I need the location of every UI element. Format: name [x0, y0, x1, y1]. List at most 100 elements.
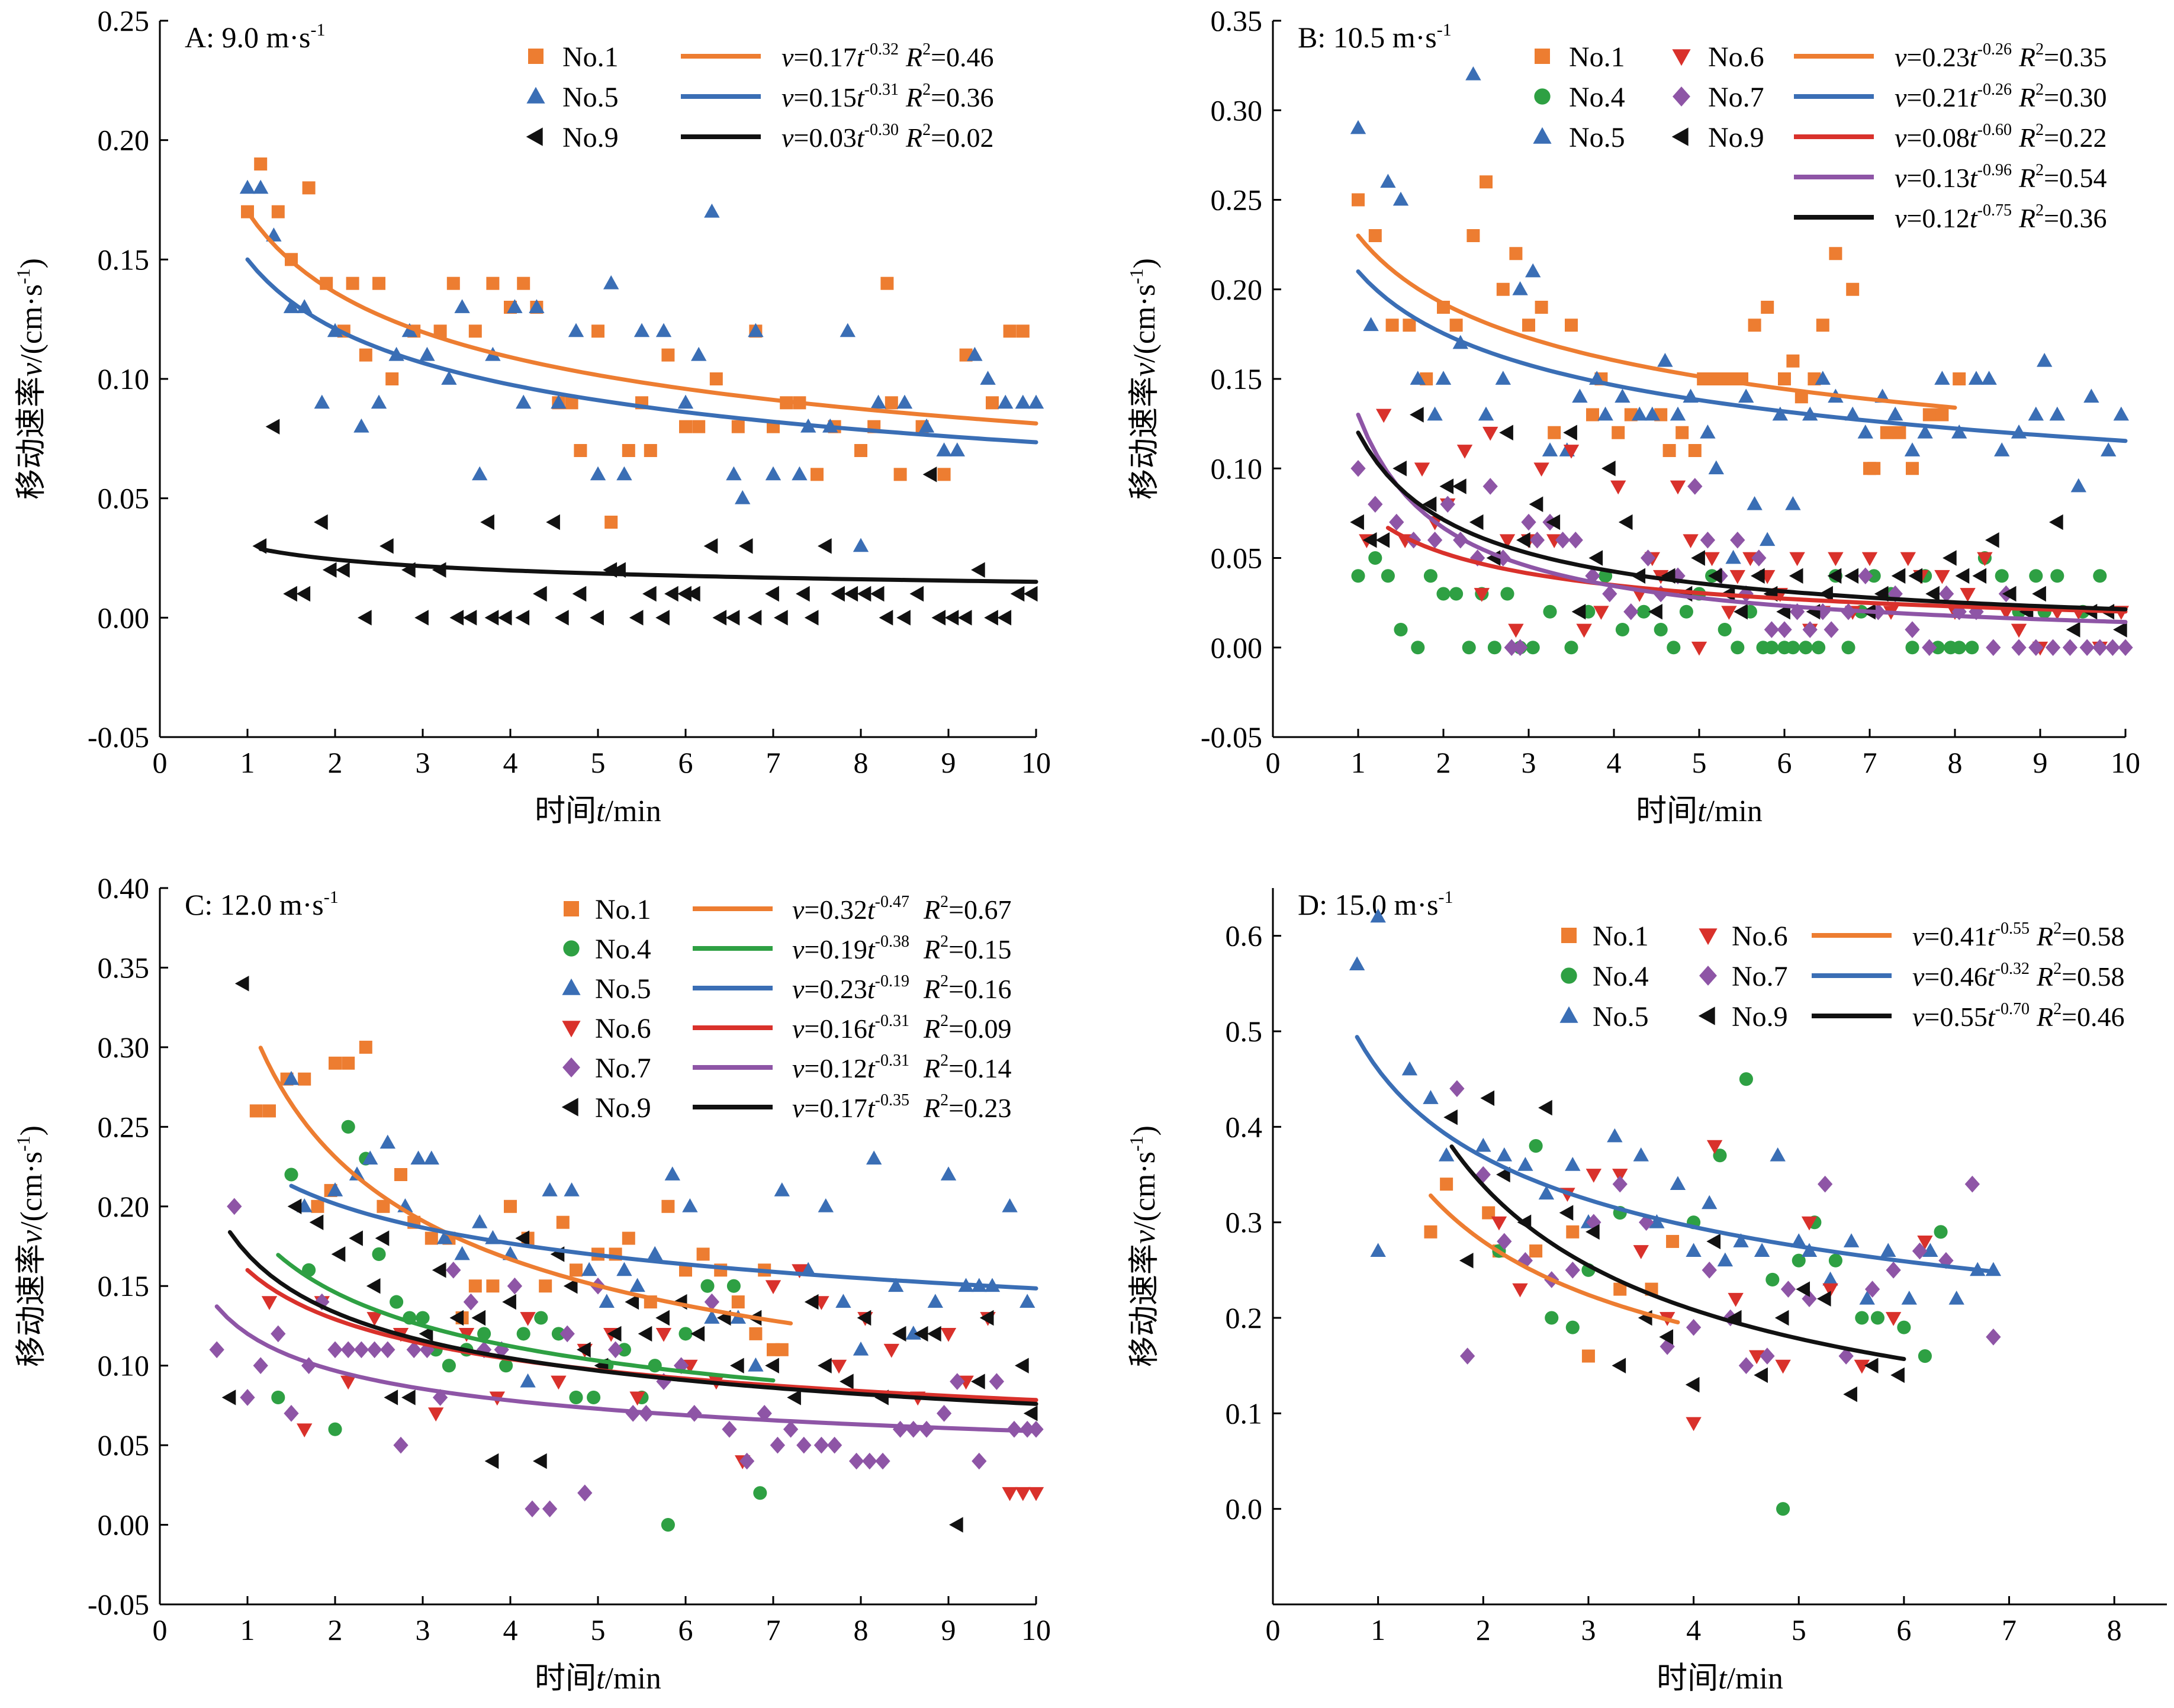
data-point — [1704, 552, 1720, 567]
data-point — [1891, 568, 1906, 584]
data-point — [502, 1294, 516, 1310]
data-point — [499, 1359, 513, 1373]
data-point — [371, 394, 387, 409]
data-point — [432, 1262, 446, 1278]
x-tick-label: 10 — [1021, 746, 1051, 779]
data-point — [936, 442, 952, 456]
data-point — [221, 1389, 236, 1405]
data-point — [1632, 406, 1648, 421]
data-point — [271, 1390, 285, 1404]
data-point — [1497, 1233, 1512, 1250]
legend-symbol — [1671, 127, 1689, 146]
data-point — [590, 466, 606, 481]
data-point — [1586, 1214, 1601, 1231]
data-point — [1662, 444, 1676, 457]
fit-equation: v=0.12t-0.31 — [792, 1051, 909, 1083]
data-point — [738, 538, 753, 554]
data-point — [883, 1343, 899, 1358]
data-point — [622, 444, 635, 457]
data-point — [1436, 587, 1451, 601]
data-point — [1972, 568, 1987, 584]
data-point — [1449, 587, 1464, 601]
data-point — [516, 394, 532, 409]
fit-r2: R2=0.58 — [2036, 960, 2125, 992]
data-point — [804, 610, 819, 626]
data-point — [922, 467, 937, 483]
data-point — [414, 610, 429, 626]
fit-r2: R2=0.22 — [2018, 121, 2107, 153]
x-tick-label: 4 — [1686, 1613, 1701, 1646]
x-tick-label: 4 — [503, 1613, 518, 1646]
data-point — [263, 1104, 276, 1118]
data-point — [747, 610, 762, 626]
data-point — [853, 1342, 869, 1356]
legend-symbol — [1559, 1006, 1578, 1023]
data-point — [1776, 1502, 1790, 1516]
y-tick-label: 0.35 — [98, 951, 150, 984]
data-point — [927, 1294, 943, 1308]
data-point — [604, 516, 618, 529]
fit-equation: v=0.03t-0.30 — [782, 121, 899, 153]
legend-symbol — [1673, 86, 1690, 107]
x-tick-label: 9 — [941, 746, 956, 779]
data-point — [346, 276, 359, 290]
data-point — [1422, 496, 1437, 512]
data-point — [1702, 1262, 1717, 1279]
data-point — [704, 203, 720, 218]
data-point — [298, 1072, 311, 1086]
x-tick-label: 4 — [1607, 746, 1622, 779]
data-point — [322, 562, 337, 578]
data-point — [1385, 319, 1399, 332]
data-point — [1864, 1281, 1880, 1298]
panel-title: C: 12.0 m·s-1 — [185, 887, 339, 921]
data-point — [1789, 568, 1803, 584]
data-point — [581, 1262, 597, 1276]
fit-curve — [214, 1304, 1038, 1433]
data-point — [998, 394, 1014, 409]
data-point — [574, 444, 587, 457]
data-point — [862, 1452, 877, 1470]
data-point — [870, 394, 886, 409]
legend-symbol — [562, 1057, 580, 1077]
data-point — [678, 1327, 693, 1341]
data-point — [765, 1280, 782, 1294]
data-point — [1867, 569, 1881, 583]
data-point — [765, 1358, 779, 1374]
data-point — [2049, 406, 2065, 421]
data-point — [1761, 301, 1774, 314]
data-point — [472, 1214, 488, 1228]
data-point — [972, 1452, 987, 1470]
data-point — [284, 1167, 298, 1182]
legend-label: No.9 — [1708, 122, 1764, 153]
data-point — [1739, 1072, 1753, 1086]
data-point — [1392, 191, 1409, 206]
data-point — [314, 514, 328, 530]
data-point — [792, 1264, 808, 1279]
data-point — [1786, 354, 1800, 368]
data-point — [1636, 604, 1651, 619]
data-point — [239, 179, 256, 194]
data-point — [1700, 424, 1716, 439]
data-point — [254, 157, 268, 171]
x-tick-label: 6 — [1777, 746, 1792, 779]
data-point — [1886, 1262, 1901, 1279]
data-point — [770, 1436, 786, 1454]
data-point — [1424, 1225, 1437, 1239]
data-point — [1748, 319, 1761, 332]
data-point — [1764, 621, 1780, 638]
data-point — [1730, 531, 1745, 549]
data-point — [462, 610, 477, 626]
data-point — [1931, 641, 1945, 655]
data-point — [515, 610, 530, 626]
data-point — [677, 586, 692, 602]
data-point — [1002, 1487, 1018, 1501]
data-point — [1751, 568, 1765, 584]
x-axis-label: 时间t/min — [1657, 1661, 1783, 1696]
data-point — [380, 1341, 395, 1359]
data-point — [687, 1405, 702, 1422]
data-point — [893, 468, 907, 481]
legend-label: No.4 — [1569, 82, 1625, 113]
data-point — [722, 1420, 737, 1438]
data-point — [731, 1295, 745, 1309]
legend-label: No.5 — [1593, 1001, 1649, 1032]
